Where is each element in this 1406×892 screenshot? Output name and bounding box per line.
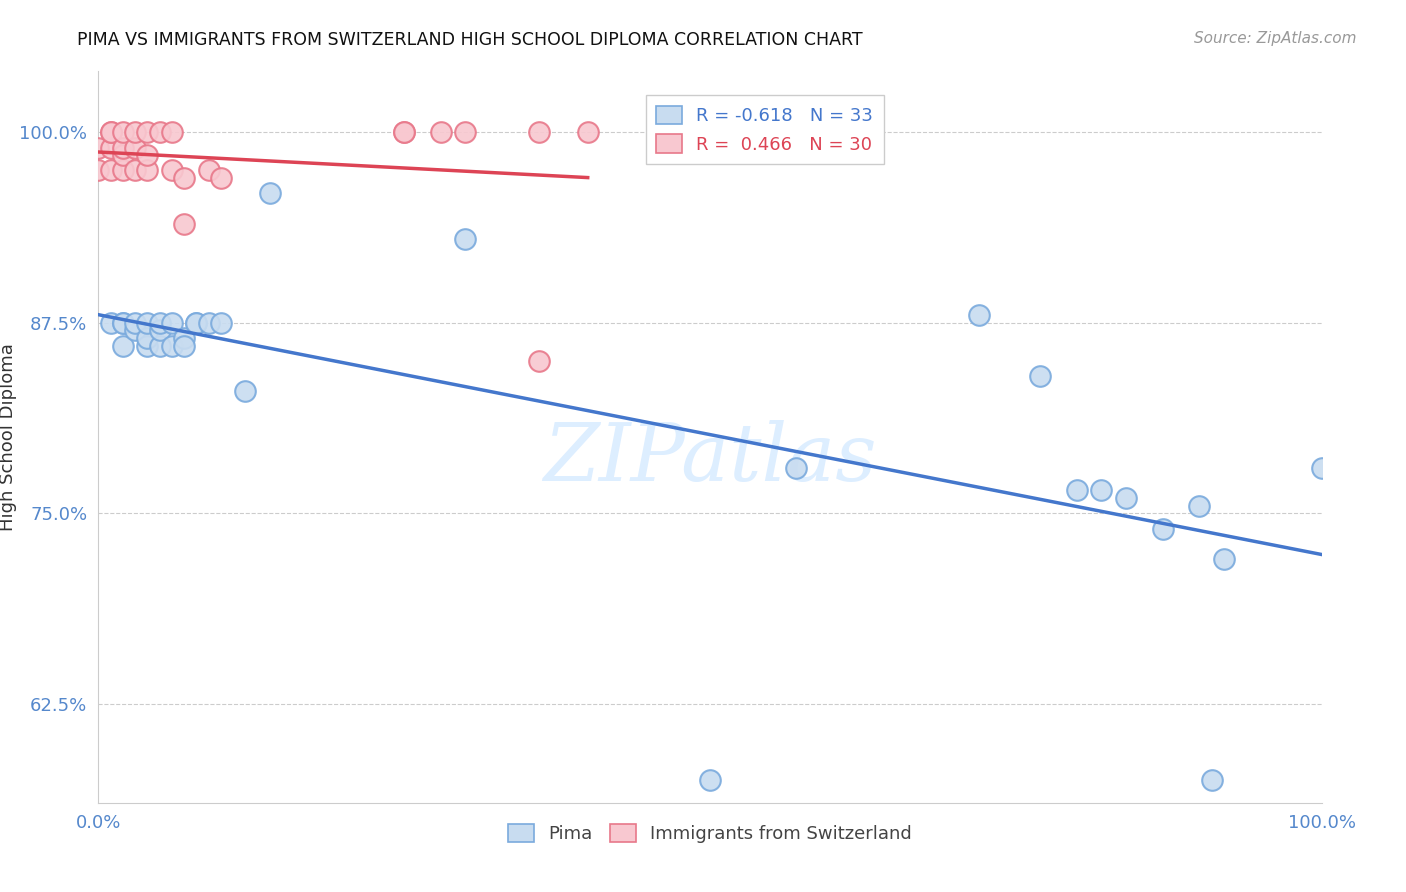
Point xyxy=(1188,499,1211,513)
Point xyxy=(430,125,453,139)
Point xyxy=(111,316,134,330)
Point xyxy=(392,125,416,139)
Point xyxy=(111,339,134,353)
Point xyxy=(186,316,208,330)
Point xyxy=(111,125,134,139)
Point xyxy=(1310,460,1333,475)
Point xyxy=(1201,772,1223,787)
Point xyxy=(197,163,219,178)
Point xyxy=(160,125,183,139)
Point xyxy=(699,772,721,787)
Legend: Pima, Immigrants from Switzerland: Pima, Immigrants from Switzerland xyxy=(499,815,921,852)
Point xyxy=(173,339,195,353)
Point xyxy=(100,163,122,178)
Point xyxy=(136,339,159,353)
Y-axis label: High School Diploma: High School Diploma xyxy=(0,343,17,531)
Point xyxy=(136,148,159,162)
Text: Source: ZipAtlas.com: Source: ZipAtlas.com xyxy=(1194,31,1357,46)
Point xyxy=(111,163,134,178)
Point xyxy=(87,163,110,178)
Point xyxy=(136,316,159,330)
Point xyxy=(100,316,122,330)
Text: PIMA VS IMMIGRANTS FROM SWITZERLAND HIGH SCHOOL DIPLOMA CORRELATION CHART: PIMA VS IMMIGRANTS FROM SWITZERLAND HIGH… xyxy=(77,31,863,49)
Point xyxy=(173,331,195,345)
Point xyxy=(454,125,477,139)
Point xyxy=(392,125,416,139)
Point xyxy=(100,125,122,139)
Point xyxy=(967,308,990,322)
Point xyxy=(87,140,110,154)
Point xyxy=(1115,491,1137,505)
Point xyxy=(1029,369,1052,384)
Point xyxy=(136,125,159,139)
Point xyxy=(111,316,134,330)
Point xyxy=(785,460,807,475)
Point xyxy=(124,316,146,330)
Point xyxy=(124,125,146,139)
Point xyxy=(124,323,146,337)
Point xyxy=(149,339,172,353)
Point xyxy=(124,140,146,154)
Point xyxy=(1152,522,1174,536)
Point xyxy=(160,339,183,353)
Point xyxy=(186,316,208,330)
Point xyxy=(1066,483,1088,498)
Point xyxy=(136,331,159,345)
Point xyxy=(173,171,195,186)
Point xyxy=(136,163,159,178)
Point xyxy=(527,125,550,139)
Point xyxy=(209,316,232,330)
Point xyxy=(111,148,134,162)
Text: ZIPatlas: ZIPatlas xyxy=(543,420,877,498)
Point xyxy=(149,316,172,330)
Point xyxy=(100,125,122,139)
Point xyxy=(160,316,183,330)
Point xyxy=(259,186,281,201)
Point xyxy=(173,217,195,231)
Point xyxy=(197,316,219,330)
Point xyxy=(454,232,477,246)
Point xyxy=(100,140,122,154)
Point xyxy=(149,125,172,139)
Point xyxy=(527,354,550,368)
Point xyxy=(1090,483,1112,498)
Point xyxy=(124,163,146,178)
Point xyxy=(160,163,183,178)
Point xyxy=(233,384,256,399)
Point xyxy=(111,140,134,154)
Point xyxy=(1212,552,1234,566)
Point xyxy=(576,125,599,139)
Point xyxy=(209,171,232,186)
Point xyxy=(149,323,172,337)
